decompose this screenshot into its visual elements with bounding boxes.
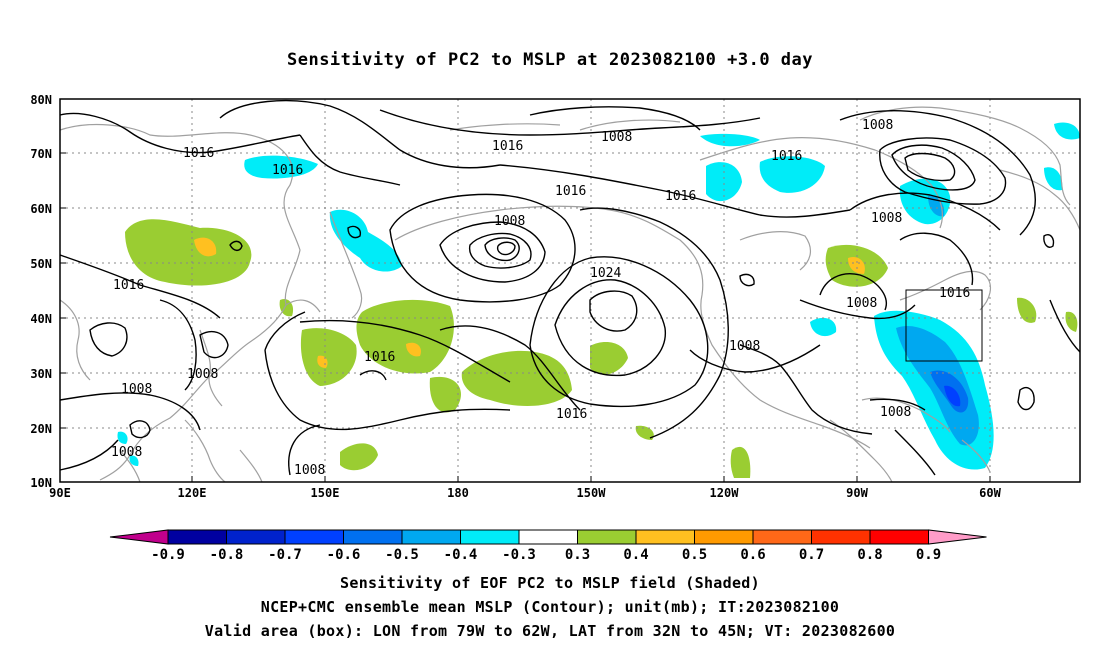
colorbar-tick-label: 0.3 xyxy=(565,547,590,563)
colorbar-tick-label: 0.8 xyxy=(857,547,882,563)
lon-label: 90W xyxy=(846,486,868,500)
contour-label-extra: 1008 xyxy=(294,463,325,478)
contour-label: 1008 xyxy=(880,405,911,420)
contour-labels: 1016 1016 1008 1016 1016 1008 1016 1016 … xyxy=(111,118,970,460)
tick-marks xyxy=(60,98,991,483)
colorbar: -0.9 -0.8 -0.7 -0.6 -0.5 -0.4 -0.3 0.3 0.4 0.5 0.6… xyxy=(109,529,987,563)
colorbar-swatch xyxy=(401,529,461,545)
contour-label: 1016 xyxy=(272,163,303,178)
lon-label: 120W xyxy=(710,486,740,500)
lon-label: 90E xyxy=(49,486,71,500)
contour-label: 1024 xyxy=(590,266,621,281)
colorbar-swatch xyxy=(577,529,637,545)
lat-label: 10N xyxy=(30,476,52,490)
page-title: Sensitivity of PC2 to MSLP at 2023082100… xyxy=(286,50,813,70)
colorbar-swatch xyxy=(694,529,754,545)
contour-label: 1016 xyxy=(492,139,523,154)
contour-label: 1008 xyxy=(862,118,893,133)
colorbar-swatch xyxy=(811,529,871,545)
lat-label: 20N xyxy=(30,422,52,436)
colorbar-tick-label: -0.4 xyxy=(444,547,478,563)
contour-label: 1008 xyxy=(871,211,902,226)
colorbar-swatch xyxy=(518,529,578,545)
colorbar-tick-label: -0.6 xyxy=(327,547,361,563)
contour-label: 1008 xyxy=(121,382,152,397)
lon-label: 60W xyxy=(979,486,1001,500)
colorbar-swatch xyxy=(635,529,695,545)
colorbar-swatch xyxy=(284,529,344,545)
map-frame xyxy=(59,98,1081,483)
lon-label: 180 xyxy=(447,486,469,500)
negative-shading xyxy=(117,122,1080,470)
colorbar-swatch xyxy=(869,529,929,545)
colorbar-swatch xyxy=(460,529,520,545)
contour-label: 1016 xyxy=(555,184,586,199)
contour-label: 1008 xyxy=(846,296,877,311)
colorbar-tick-label: -0.9 xyxy=(151,547,185,563)
coastlines xyxy=(59,106,1081,483)
caption-shading: Sensitivity of EOF PC2 to MSLP field (Sh… xyxy=(340,574,760,592)
contour-label: 1008 xyxy=(111,445,142,460)
positive-shading xyxy=(125,219,1078,478)
contour-label: 1016 xyxy=(113,278,144,293)
lat-label: 30N xyxy=(30,367,52,381)
contour-label: 1016 xyxy=(771,149,802,164)
contour-label: 1008 xyxy=(187,367,218,382)
colorbar-tick-label: -0.5 xyxy=(385,547,419,563)
colorbar-tick-label: -0.8 xyxy=(210,547,244,563)
colorbar-tick-label: -0.3 xyxy=(502,547,536,563)
contour-label: 1008 xyxy=(494,214,525,229)
mslp-contours xyxy=(59,99,1081,476)
contour-label: 1016 xyxy=(364,350,395,365)
valid-area-box xyxy=(905,289,983,362)
colorbar-swatch xyxy=(226,529,286,545)
lat-label: 60N xyxy=(30,202,52,216)
contour-label: 1016 xyxy=(939,286,970,301)
grid-lines xyxy=(60,99,1080,482)
colorbar-tick-label: -0.7 xyxy=(268,547,302,563)
lon-label: 150W xyxy=(577,486,607,500)
contour-label: 1008 xyxy=(729,339,760,354)
colorbar-extend-high xyxy=(928,529,987,545)
contour-label: 1016 xyxy=(183,146,214,161)
caption-valid-area: Valid area (box): LON from 79W to 62W, L… xyxy=(204,622,896,640)
colorbar-swatch xyxy=(752,529,812,545)
colorbar-tick-label: 0.9 xyxy=(916,547,941,563)
lat-label: 40N xyxy=(30,312,52,326)
colorbar-extend-low xyxy=(109,529,169,545)
lon-label: 120E xyxy=(178,486,207,500)
contour-label: 1008 xyxy=(601,130,632,145)
caption-contours: NCEP+CMC ensemble mean MSLP (Contour); u… xyxy=(260,598,840,616)
lat-label: 50N xyxy=(30,257,52,271)
colorbar-tick-label: 0.5 xyxy=(682,547,707,563)
longitude-labels: 90E 120E 150E 180 150W 120W 90W 60W xyxy=(49,486,1001,500)
lat-label: 80N xyxy=(30,93,52,107)
latitude-labels: 80N 70N 60N 50N 40N 30N 20N 10N xyxy=(30,93,52,490)
colorbar-swatch xyxy=(167,529,227,545)
contour-label: 1016 xyxy=(665,189,696,204)
colorbar-swatch xyxy=(343,529,403,545)
colorbar-tick-label: 0.6 xyxy=(740,547,765,563)
colorbar-tick-label: 0.7 xyxy=(799,547,824,563)
lon-label: 150E xyxy=(311,486,340,500)
contour-label: 1016 xyxy=(556,407,587,422)
colorbar-tick-label: 0.4 xyxy=(623,547,648,563)
lat-label: 70N xyxy=(30,147,52,161)
